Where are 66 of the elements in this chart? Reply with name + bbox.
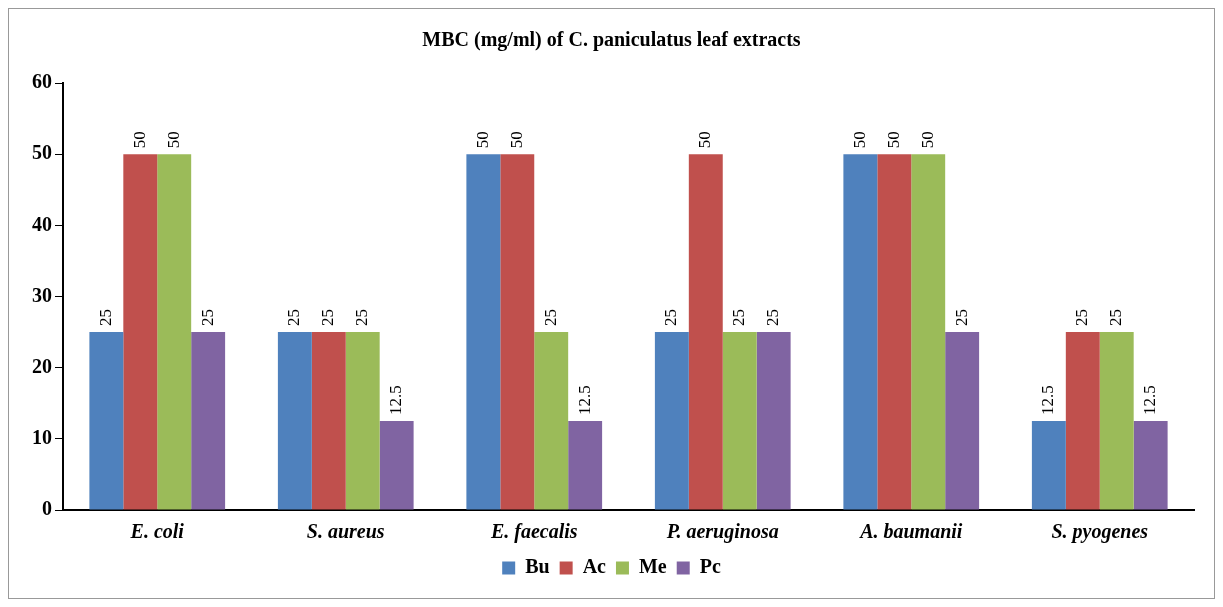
bar <box>568 421 603 510</box>
bar <box>945 332 980 510</box>
data-label: 25 <box>1072 309 1092 327</box>
bar <box>191 332 226 510</box>
x-tick-label: S. aureus <box>306 520 385 543</box>
bar <box>877 154 912 510</box>
data-label: 25 <box>95 309 115 327</box>
bar <box>1099 332 1134 510</box>
data-label: 12.5 <box>1038 385 1058 416</box>
x-tick-label: A. baumanii <box>858 520 963 543</box>
data-label: 50 <box>883 131 903 149</box>
data-label: 12.5 <box>386 385 406 416</box>
bar <box>123 154 158 510</box>
y-tick-label: 0 <box>42 497 52 520</box>
data-label: 25 <box>661 309 681 327</box>
data-label: 25 <box>540 309 560 327</box>
legend-label: Bu <box>525 555 550 578</box>
data-label: 50 <box>695 131 715 149</box>
bar <box>345 332 380 510</box>
legend-label: Ac <box>582 555 607 578</box>
bar <box>379 421 414 510</box>
bar <box>1065 332 1100 510</box>
legend-label: Pc <box>699 555 721 578</box>
bar <box>1031 421 1066 510</box>
data-label: 12.5 <box>574 385 594 416</box>
bar <box>89 332 124 510</box>
bar <box>1133 421 1168 510</box>
data-label: 12.5 <box>1140 385 1160 416</box>
data-label: 50 <box>917 131 937 149</box>
x-tick-label: S. pyogenes <box>1051 520 1149 544</box>
legend-label: Me <box>638 555 667 578</box>
data-label: 50 <box>506 131 526 149</box>
data-label: 50 <box>849 131 869 149</box>
bar <box>277 332 312 510</box>
y-tick-label: 40 <box>32 212 52 235</box>
x-tick-label: E. faecalis <box>489 520 578 544</box>
data-label: 25 <box>352 309 372 327</box>
bar <box>500 154 535 510</box>
bar <box>466 154 501 510</box>
y-tick-label: 50 <box>32 141 52 164</box>
data-label: 25 <box>284 309 304 327</box>
data-label: 25 <box>1106 309 1126 327</box>
y-tick-label: 10 <box>32 426 52 449</box>
bar <box>756 332 791 510</box>
bar <box>157 154 192 510</box>
y-tick-label: 20 <box>32 354 52 377</box>
x-tick-label: P. aeruginosa <box>665 520 779 544</box>
bar <box>688 154 723 510</box>
data-label: 25 <box>318 309 338 327</box>
y-tick-label: 60 <box>32 70 52 93</box>
data-label: 50 <box>472 131 492 149</box>
data-label: 25 <box>729 309 749 327</box>
x-tick-label: E. coli <box>129 520 185 543</box>
bar <box>722 332 757 510</box>
bar <box>311 332 346 510</box>
bar <box>843 154 878 510</box>
bar <box>654 332 689 510</box>
data-label: 50 <box>129 131 149 149</box>
data-label: 25 <box>763 309 783 327</box>
y-tick-label: 30 <box>32 283 52 306</box>
chart-title: MBC (mg/ml) of C. paniculatus leaf extracts <box>422 28 801 52</box>
data-label: 50 <box>163 131 183 149</box>
data-label: 25 <box>951 309 971 327</box>
data-label: 25 <box>197 309 217 327</box>
bar <box>911 154 946 510</box>
bar <box>534 332 569 510</box>
